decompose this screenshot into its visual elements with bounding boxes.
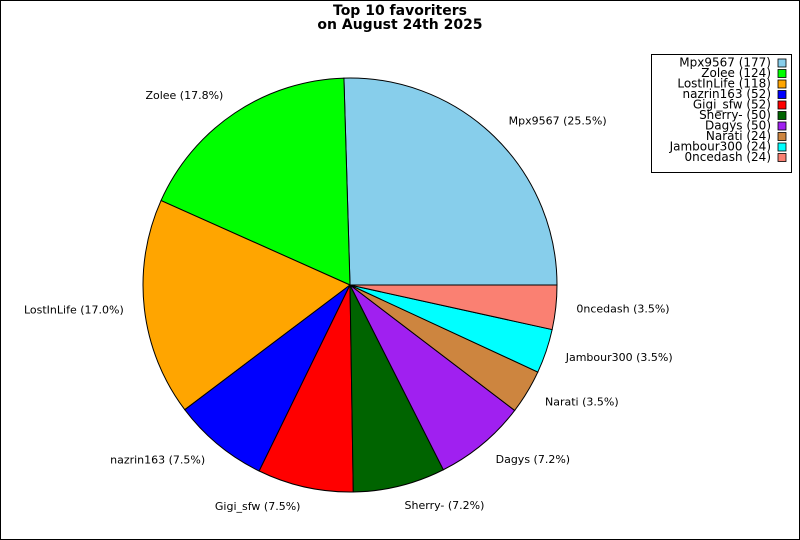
legend-swatch — [777, 153, 787, 162]
pie-slice — [184, 284, 351, 472]
legend-swatch — [777, 121, 787, 131]
pie-slice — [142, 199, 351, 411]
legend-label: Gigi_sfw (52) — [693, 98, 771, 112]
legend-swatch — [777, 132, 787, 141]
slice-label: Dagys (7.2%) — [496, 453, 570, 466]
legend-swatch — [777, 142, 787, 152]
pie-slice — [258, 284, 354, 493]
legend-label: Jambour300 (24) — [669, 140, 771, 154]
legend-label: Narati (24) — [706, 129, 771, 143]
legend-swatch — [777, 100, 787, 110]
legend-label: Dagys (50) — [705, 119, 771, 133]
legend-label: nazrin163 (52) — [683, 87, 771, 101]
legend-label: Zolee (124) — [701, 66, 771, 80]
slice-label: Jambour300 (3.5%) — [565, 351, 673, 364]
legend-swatch — [777, 90, 787, 99]
slice-label: LostInLife (17.0%) — [24, 304, 124, 317]
slice-label: Gigi_sfw (7.5%) — [215, 500, 301, 513]
slice-label: 0ncedash (3.5%) — [576, 303, 669, 316]
legend-swatch — [777, 111, 787, 120]
legend-label: 0ncedash (24) — [685, 150, 772, 164]
pie-slice — [343, 77, 558, 286]
legend-swatch — [777, 79, 787, 89]
legend-label: Sherry- (50) — [699, 108, 771, 122]
slice-label: Narati (3.5%) — [545, 396, 619, 409]
legend-box — [651, 54, 792, 173]
slice-label: Zolee (17.8%) — [145, 89, 223, 102]
pie-slice — [349, 284, 558, 331]
pie-slice — [160, 77, 351, 286]
slice-label: Sherry- (7.2%) — [405, 499, 485, 512]
legend-swatch — [777, 58, 787, 68]
legend-label: LostInLife (118) — [677, 77, 771, 91]
slice-label: Mpx9567 (25.5%) — [509, 115, 607, 128]
legend-label: Mpx9567 (177) — [679, 56, 771, 70]
legend-swatch — [777, 69, 787, 78]
chart-title: on August 24th 2025 — [317, 17, 482, 33]
slice-label: nazrin163 (7.5%) — [110, 454, 205, 467]
chart-title: Top 10 favoriters — [333, 3, 467, 19]
